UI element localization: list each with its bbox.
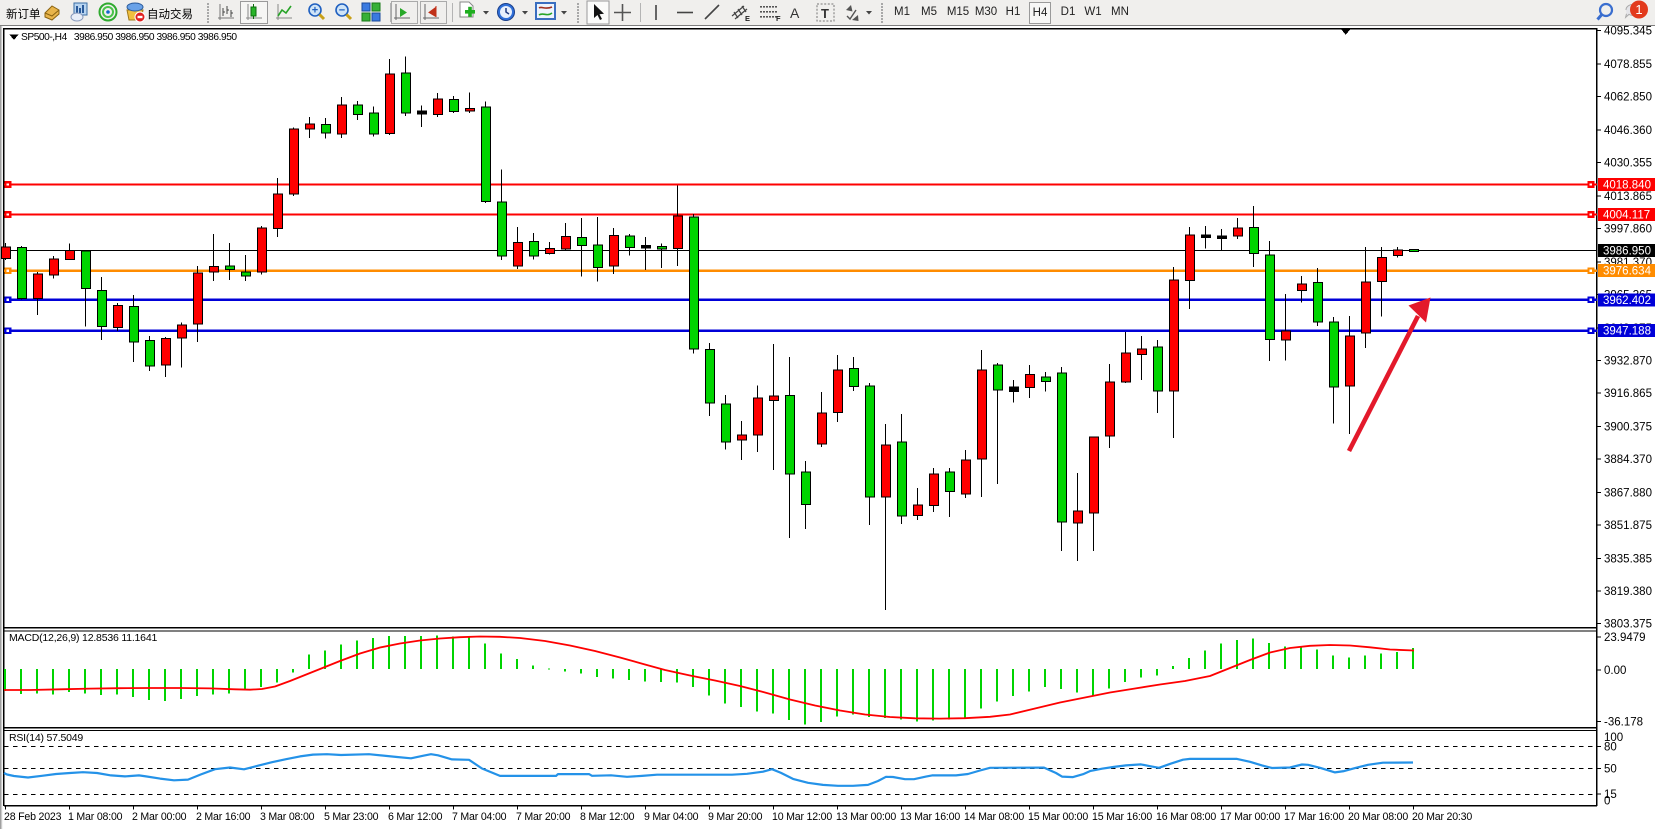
- svg-text:13 Mar 16:00: 13 Mar 16:00: [900, 811, 960, 823]
- svg-text:13 Mar 00:00: 13 Mar 00:00: [836, 811, 896, 823]
- svg-text:9 Mar 04:00: 9 Mar 04:00: [644, 811, 699, 823]
- svg-text:−: −: [339, 5, 345, 17]
- svg-text:17 Mar 16:00: 17 Mar 16:00: [1284, 811, 1344, 823]
- svg-text:3986.950: 3986.950: [1603, 245, 1651, 257]
- svg-text:15 Mar 00:00: 15 Mar 00:00: [1028, 811, 1088, 823]
- svg-text:0: 0: [1604, 796, 1610, 808]
- svg-text:7 Mar 04:00: 7 Mar 04:00: [452, 811, 507, 823]
- svg-text:23.9479: 23.9479: [1604, 632, 1646, 644]
- svg-text:4004.117: 4004.117: [1603, 210, 1650, 222]
- svg-text:17 Mar 00:00: 17 Mar 00:00: [1220, 811, 1280, 823]
- svg-text:1: 1: [1635, 2, 1642, 17]
- svg-text:2 Mar 16:00: 2 Mar 16:00: [196, 811, 251, 823]
- svg-text:4062.850: 4062.850: [1604, 91, 1652, 103]
- svg-text:20 Mar 08:00: 20 Mar 08:00: [1348, 811, 1408, 823]
- svg-text:14 Mar 08:00: 14 Mar 08:00: [964, 811, 1024, 823]
- svg-text:T: T: [821, 6, 829, 21]
- svg-text:3819.380: 3819.380: [1604, 586, 1652, 598]
- svg-text:3932.870: 3932.870: [1604, 355, 1652, 367]
- svg-text:28 Feb 2023: 28 Feb 2023: [4, 811, 62, 823]
- svg-text:9 Mar 20:00: 9 Mar 20:00: [708, 811, 763, 823]
- svg-text:MACD(12,26,9) 12.8536 11.1641: MACD(12,26,9) 12.8536 11.1641: [9, 632, 157, 644]
- svg-text:5 Mar 23:00: 5 Mar 23:00: [324, 811, 379, 823]
- svg-text:10 Mar 12:00: 10 Mar 12:00: [772, 811, 832, 823]
- svg-text:2 Mar 00:00: 2 Mar 00:00: [132, 811, 187, 823]
- svg-text:20 Mar 20:30: 20 Mar 20:30: [1412, 811, 1472, 823]
- svg-text:100: 100: [1604, 732, 1623, 744]
- svg-text:3976.634: 3976.634: [1603, 266, 1652, 278]
- svg-text:4018.840: 4018.840: [1603, 180, 1651, 192]
- svg-text:4095.345: 4095.345: [1604, 25, 1652, 37]
- svg-text:16 Mar 08:00: 16 Mar 08:00: [1156, 811, 1216, 823]
- svg-text:-36.178: -36.178: [1604, 717, 1643, 729]
- svg-text:6 Mar 12:00: 6 Mar 12:00: [388, 811, 443, 823]
- svg-text:SP500-,H4 3986.950 3986.950: SP500-,H4 3986.950 3986.950 3986.950 398…: [21, 32, 237, 43]
- svg-text:3962.402: 3962.402: [1603, 295, 1651, 307]
- svg-text:15: 15: [1604, 789, 1617, 801]
- svg-text:7 Mar 20:00: 7 Mar 20:00: [516, 811, 571, 823]
- svg-text:3900.375: 3900.375: [1604, 421, 1652, 433]
- svg-text:15 Mar 16:00: 15 Mar 16:00: [1092, 811, 1152, 823]
- svg-text:+: +: [312, 5, 318, 17]
- svg-text:0.00: 0.00: [1604, 665, 1626, 677]
- svg-text:3835.385: 3835.385: [1604, 553, 1652, 565]
- svg-text:4046.360: 4046.360: [1604, 125, 1652, 137]
- svg-text:3 Mar 08:00: 3 Mar 08:00: [260, 811, 315, 823]
- svg-text:4030.355: 4030.355: [1604, 157, 1652, 169]
- svg-text:F: F: [776, 14, 781, 23]
- svg-text:3916.865: 3916.865: [1604, 388, 1652, 400]
- svg-text:3997.860: 3997.860: [1604, 223, 1652, 235]
- svg-text:3884.370: 3884.370: [1604, 454, 1652, 466]
- svg-text:3803.375: 3803.375: [1604, 618, 1652, 630]
- svg-text:80: 80: [1604, 742, 1617, 754]
- svg-text:E: E: [745, 14, 750, 23]
- svg-text:1 Mar 08:00: 1 Mar 08:00: [68, 811, 123, 823]
- svg-text:3867.880: 3867.880: [1604, 487, 1652, 499]
- svg-text:RSI(14) 57.5049: RSI(14) 57.5049: [9, 732, 83, 744]
- svg-text:4013.865: 4013.865: [1604, 191, 1652, 203]
- svg-text:50: 50: [1604, 764, 1617, 776]
- svg-text:3947.188: 3947.188: [1603, 326, 1651, 338]
- svg-text:3851.875: 3851.875: [1604, 520, 1652, 532]
- svg-text:8 Mar 12:00: 8 Mar 12:00: [580, 811, 635, 823]
- svg-text:A: A: [790, 5, 800, 21]
- svg-text:4078.855: 4078.855: [1604, 59, 1652, 71]
